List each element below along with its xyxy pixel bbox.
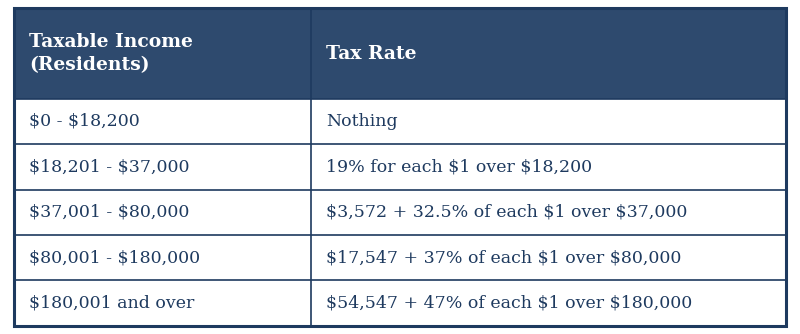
- Bar: [14, 99, 786, 144]
- Text: $0 - $18,200: $0 - $18,200: [29, 113, 139, 130]
- Text: $54,547 + 47% of each $1 over $180,000: $54,547 + 47% of each $1 over $180,000: [326, 295, 692, 312]
- Text: Tax Rate: Tax Rate: [326, 44, 416, 62]
- Text: Taxable Income
(Residents): Taxable Income (Residents): [29, 33, 193, 74]
- Text: $17,547 + 37% of each $1 over $80,000: $17,547 + 37% of each $1 over $80,000: [326, 249, 681, 266]
- Text: $80,001 - $180,000: $80,001 - $180,000: [29, 249, 200, 266]
- Bar: [14, 235, 786, 280]
- Bar: [14, 144, 786, 189]
- Text: $37,001 - $80,000: $37,001 - $80,000: [29, 204, 189, 221]
- Text: 19% for each $1 over $18,200: 19% for each $1 over $18,200: [326, 158, 592, 175]
- Text: $3,572 + 32.5% of each $1 over $37,000: $3,572 + 32.5% of each $1 over $37,000: [326, 204, 687, 221]
- Bar: [14, 8, 786, 99]
- Text: $180,001 and over: $180,001 and over: [29, 295, 194, 312]
- Bar: [14, 189, 786, 235]
- Bar: [14, 280, 786, 326]
- Text: Nothing: Nothing: [326, 113, 398, 130]
- Text: $18,201 - $37,000: $18,201 - $37,000: [29, 158, 190, 175]
